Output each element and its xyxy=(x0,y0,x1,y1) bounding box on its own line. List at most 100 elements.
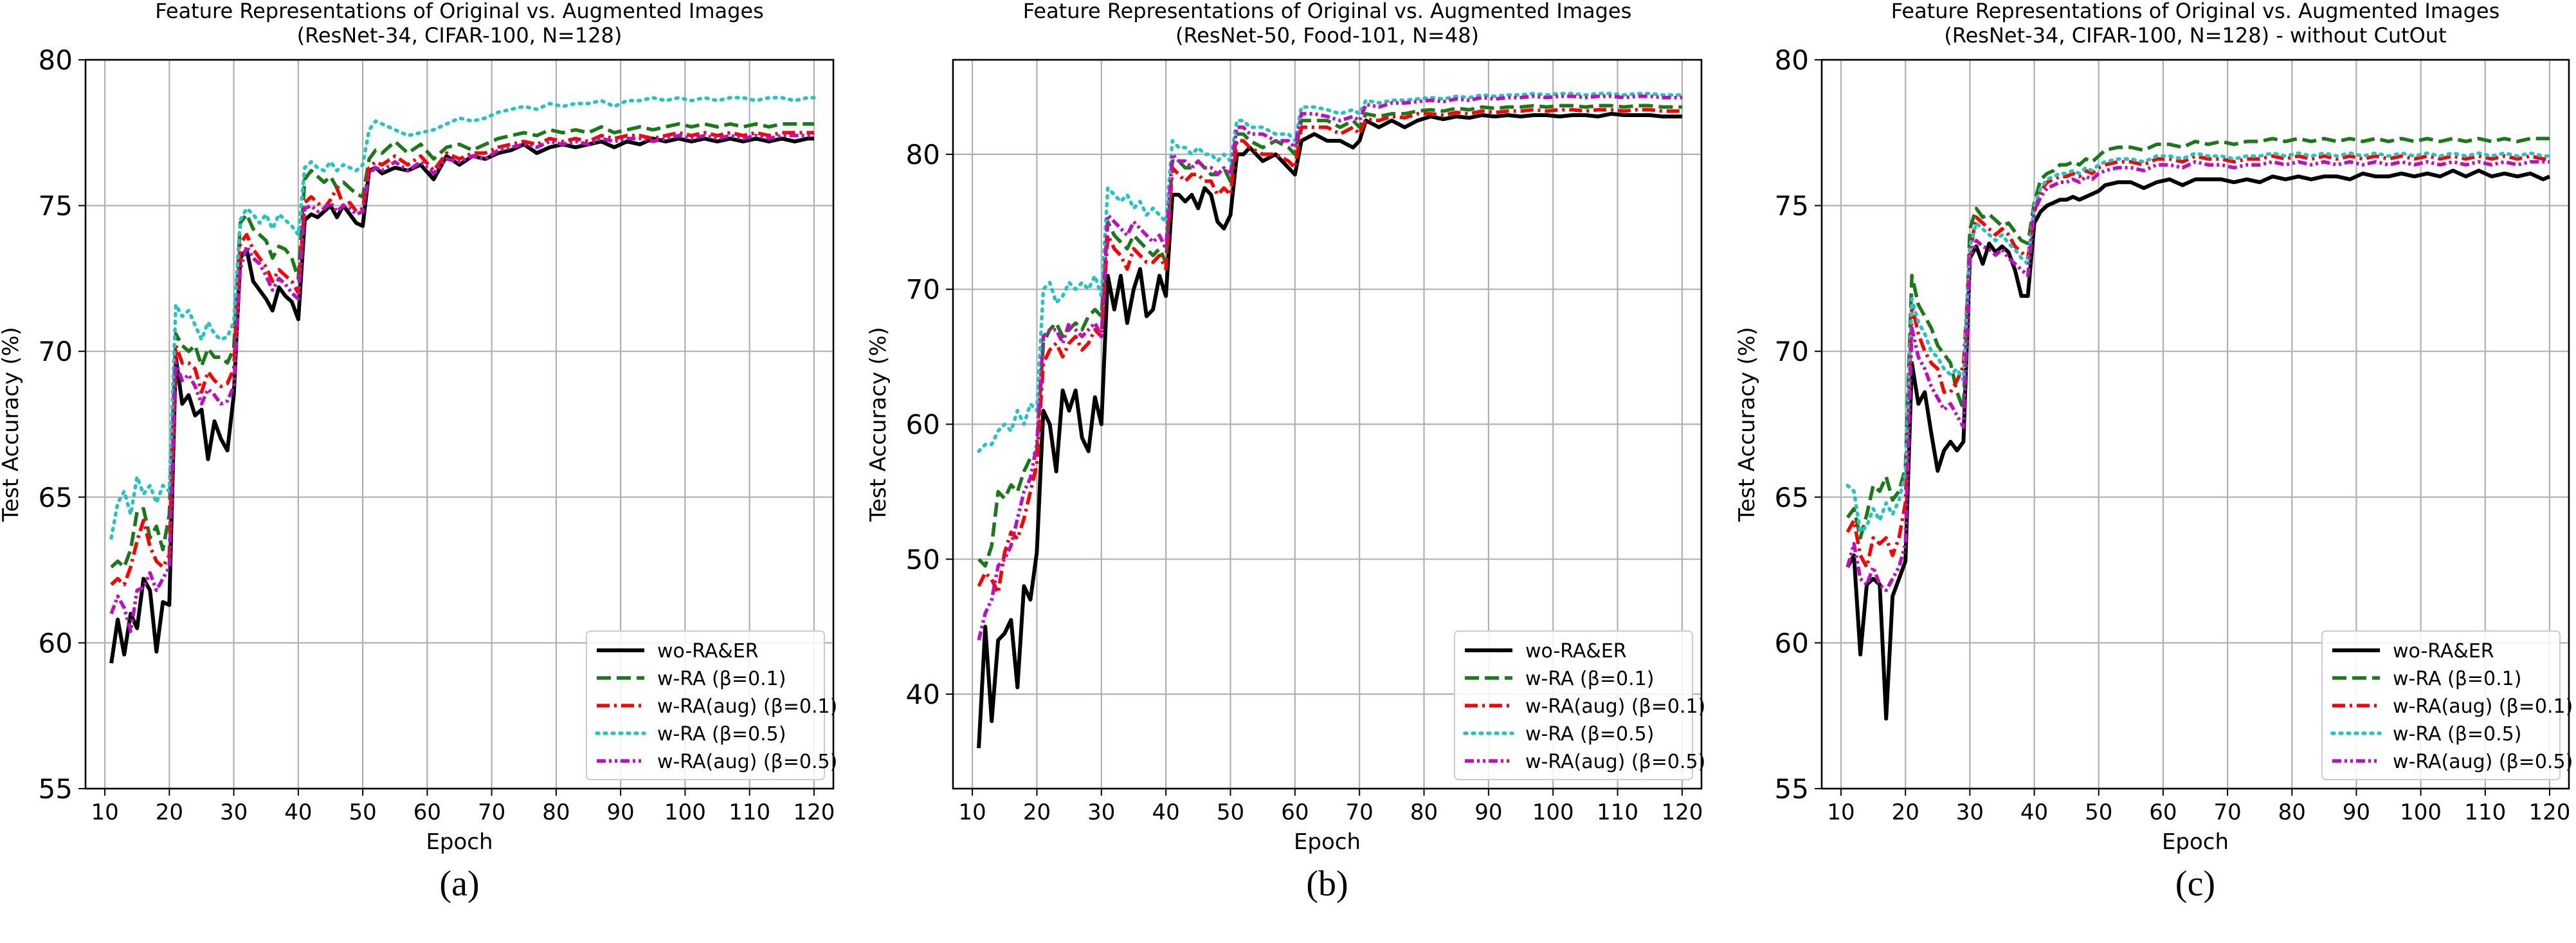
x-tick-label: 30 xyxy=(1956,800,1984,825)
plot-area-frame xyxy=(84,59,835,790)
x-tick-label: 90 xyxy=(1474,800,1502,825)
y-tick-label: 70 xyxy=(39,336,73,367)
x-axis-label: Epoch xyxy=(426,829,493,855)
y-tick-label: 55 xyxy=(39,773,73,805)
x-tick-label: 100 xyxy=(1532,800,1574,825)
x-axis-label: Epoch xyxy=(2162,829,2229,855)
legend-box xyxy=(586,630,825,780)
x-tick-label: 30 xyxy=(220,800,248,825)
plot-area-frame xyxy=(1820,59,2570,790)
x-tick-label: 110 xyxy=(1597,800,1638,825)
panel-label: (b) xyxy=(1306,864,1348,904)
chart-subtitle: (ResNet-50, Food-101, N=48) xyxy=(1175,23,1479,48)
series-line-w-ra-beta-0-1 xyxy=(1846,136,2550,540)
legend-label-w-ra-aug-beta-0-5: w-RA(aug) (β=0.5) xyxy=(2393,751,2573,773)
chart-title: Feature Representations of Original vs. … xyxy=(155,0,764,23)
series-line-w-ra-aug-beta-0-5 xyxy=(977,94,1682,641)
series-line-w-ra-aug-beta-0-5 xyxy=(1846,160,2550,592)
legend-label-w-ra-beta-0-5: w-RA (β=0.5) xyxy=(1525,723,1654,746)
chart-panel-1: 10 20 30 40 50 60 70 80 90 100 110 120 55 60 65 70 75 80 F… xyxy=(0,0,837,904)
series-line-wo-ra-er xyxy=(1846,169,2551,721)
y-tick-label: 65 xyxy=(1775,482,1809,513)
x-tick-label: 60 xyxy=(1281,800,1309,825)
legend-label-w-ra-beta-0-1: w-RA (β=0.1) xyxy=(1525,668,1654,690)
legend: wo-RA&ER w-RA (β=0.1) w-RA(aug) (β=0.1) w-R… xyxy=(2321,630,2573,780)
legend-label-wo-ra-er: wo-RA&ER xyxy=(1525,640,1627,663)
series-line-w-ra-beta-0-5 xyxy=(977,91,1684,453)
panel-label: (c) xyxy=(2175,864,2215,904)
chart-panel-3: 10 20 30 40 50 60 70 80 90 100 110 120 55 60 65 70 75 80 F… xyxy=(1734,0,2573,904)
x-tick-label: 60 xyxy=(413,800,441,825)
y-tick-label: 75 xyxy=(39,190,73,222)
y-tick-label: 80 xyxy=(1775,44,1809,76)
x-tick-label: 90 xyxy=(607,800,635,825)
x-tick-label: 50 xyxy=(1217,800,1244,825)
y-tick-label: 60 xyxy=(39,627,73,659)
x-tick-label: 10 xyxy=(91,800,118,825)
y-axis-label: Test Accuracy (%) xyxy=(1734,327,1760,522)
legend-box xyxy=(2321,630,2561,780)
x-tick-label: 30 xyxy=(1087,800,1115,825)
x-tick-label: 100 xyxy=(2400,800,2442,825)
x-tick-label: 110 xyxy=(2464,800,2506,825)
y-tick-label: 50 xyxy=(906,544,940,575)
legend-label-w-ra-aug-beta-0-5: w-RA(aug) (β=0.5) xyxy=(1525,751,1705,773)
x-tick-label: 90 xyxy=(2343,800,2370,825)
x-tick-label: 100 xyxy=(664,800,706,825)
series-line-w-ra-beta-0-5 xyxy=(109,96,816,540)
y-tick-label: 80 xyxy=(39,44,73,76)
x-tick-label: 110 xyxy=(729,800,770,825)
legend-label-w-ra-aug-beta-0-1: w-RA(aug) (β=0.1) xyxy=(657,695,837,718)
legend-label-wo-ra-er: wo-RA&ER xyxy=(657,640,759,663)
y-axis-label: Test Accuracy (%) xyxy=(866,327,891,522)
plot-area-frame xyxy=(952,59,1703,790)
legend-label-wo-ra-er: wo-RA&ER xyxy=(2393,640,2494,663)
chart-title: Feature Representations of Original vs. … xyxy=(1891,0,2500,23)
y-tick-label: 70 xyxy=(1775,336,1809,367)
legend-label-w-ra-beta-0-1: w-RA (β=0.1) xyxy=(2393,668,2521,690)
x-tick-label: 20 xyxy=(1892,800,1919,825)
legend-label-w-ra-beta-0-5: w-RA (β=0.5) xyxy=(657,723,786,746)
x-tick-label: 120 xyxy=(793,800,835,825)
legend: wo-RA&ER w-RA (β=0.1) w-RA(aug) (β=0.1) w-R… xyxy=(586,630,837,780)
x-tick-label: 80 xyxy=(2278,800,2306,825)
chart-title: Feature Representations of Original vs. … xyxy=(1023,0,1632,23)
legend-label-w-ra-aug-beta-0-1: w-RA(aug) (β=0.1) xyxy=(2393,695,2573,718)
y-tick-label: 65 xyxy=(39,482,73,513)
x-tick-label: 10 xyxy=(958,800,986,825)
chart-panel-2: 10 20 30 40 50 60 70 80 90 100 110 120 40 50 60 70 80 Fea… xyxy=(866,0,1705,904)
panel-label: (a) xyxy=(439,864,479,904)
series-line-w-ra-aug-beta-0-5 xyxy=(109,134,814,634)
legend-label-w-ra-beta-0-5: w-RA (β=0.5) xyxy=(2393,723,2521,746)
x-tick-label: 60 xyxy=(2149,800,2177,825)
chart-subtitle: (ResNet-34, CIFAR-100, N=128) xyxy=(297,23,622,48)
y-tick-label: 60 xyxy=(906,409,940,441)
y-tick-label: 40 xyxy=(906,679,940,710)
x-tick-label: 50 xyxy=(2085,800,2112,825)
legend: wo-RA&ER w-RA (β=0.1) w-RA(aug) (β=0.1) w-R… xyxy=(1454,630,1705,780)
chart-subtitle: (ResNet-34, CIFAR-100, N=128) - without … xyxy=(1944,23,2446,48)
y-axis-label: Test Accuracy (%) xyxy=(0,327,24,522)
x-tick-label: 70 xyxy=(478,800,505,825)
legend-label-w-ra-beta-0-1: w-RA (β=0.1) xyxy=(657,668,786,690)
series-line-w-ra-aug-beta-0-1 xyxy=(977,107,1682,595)
y-tick-label: 55 xyxy=(1775,773,1809,805)
y-tick-label: 70 xyxy=(906,274,940,306)
x-tick-label: 40 xyxy=(284,800,312,825)
series-line-w-ra-aug-beta-0-1 xyxy=(110,131,814,587)
y-tick-label: 60 xyxy=(1775,627,1809,659)
x-tick-label: 40 xyxy=(2020,800,2048,825)
x-tick-label: 80 xyxy=(1410,800,1438,825)
x-tick-label: 20 xyxy=(1023,800,1051,825)
series-line-w-ra-aug-beta-0-1 xyxy=(1846,154,2550,569)
series-line-w-ra-beta-0-1 xyxy=(110,122,814,569)
x-tick-label: 10 xyxy=(1827,800,1855,825)
y-tick-label: 80 xyxy=(906,139,940,170)
x-tick-label: 70 xyxy=(2213,800,2241,825)
x-axis-label: Epoch xyxy=(1294,829,1361,855)
legend-box xyxy=(1454,630,1693,780)
series-line-w-ra-beta-0-5 xyxy=(1846,151,2552,534)
x-tick-label: 20 xyxy=(156,800,183,825)
y-tick-label: 75 xyxy=(1775,190,1809,222)
